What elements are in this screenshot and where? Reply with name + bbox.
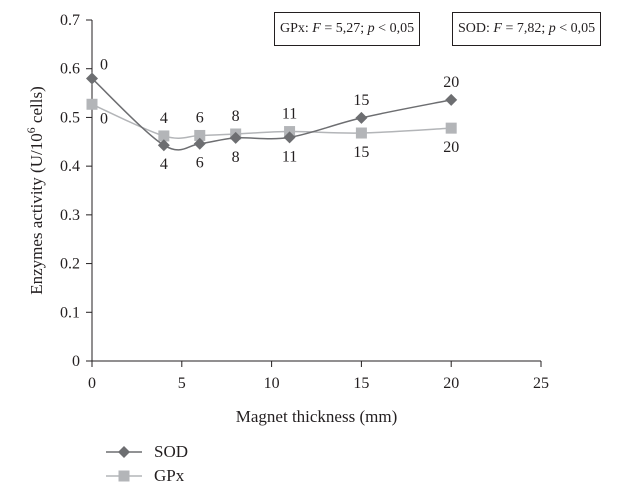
y-axis-title-prefix: Enzymes activity (U/10 [27, 133, 46, 294]
sod-point-label: 0 [100, 56, 108, 73]
gpx-point-label: 0 [100, 110, 108, 127]
gpx-f-value: 5,27 [335, 21, 361, 36]
sod-point-label: 4 [160, 156, 168, 173]
sod-point-label: 6 [196, 155, 204, 172]
sod-legend-marker [106, 446, 142, 458]
x-tick-label: 10 [264, 375, 280, 392]
sod-point-label: 11 [282, 148, 297, 165]
y-tick-label: 0.5 [60, 109, 80, 126]
sod-point [229, 131, 242, 144]
gpx-stat-name: GPx [280, 21, 305, 36]
gpx-point [194, 129, 206, 141]
gpx-point [86, 98, 98, 110]
gpx-point-label: 11 [282, 106, 297, 123]
gpx-point [158, 130, 170, 142]
sod-point [86, 72, 98, 85]
gpx-line [91, 103, 452, 139]
sod-f-value: 7,82 [516, 21, 542, 36]
sod-stat-name: SOD [458, 21, 487, 36]
x-axis-title: Magnet thickness (mm) [236, 407, 397, 426]
gpx-point-label: 8 [232, 108, 240, 125]
y-axis-title-exponent: 6 [24, 127, 38, 133]
sod-line [91, 77, 452, 151]
x-tick-label: 20 [443, 375, 459, 392]
gpx-point [445, 122, 457, 134]
sod-point [157, 139, 170, 152]
x-tick-label: 15 [353, 375, 369, 392]
sod-point [445, 93, 458, 106]
legend-item-sod: SOD [104, 440, 188, 464]
x-tick-label: 0 [88, 375, 96, 392]
x-tick-label: 5 [178, 375, 186, 392]
y-axis-title: Enzymes activity (U/106 cells) [24, 86, 46, 295]
gpx-p-value: 0,05 [389, 21, 415, 36]
gpx-point [355, 127, 367, 139]
y-tick-label: 0.6 [60, 61, 80, 78]
sod-point-label: 20 [443, 74, 459, 91]
sod-point [355, 111, 368, 124]
series-sod: 0 4 6 8 11 15 20 [86, 56, 459, 173]
series-gpx: 0 4 6 8 11 15 20 [86, 98, 459, 161]
y-tick-label: 0.3 [60, 207, 80, 224]
legend-item-gpx: GPx [104, 464, 188, 488]
x-tick-label: 25 [533, 375, 549, 392]
y-tick-label: 0.2 [60, 256, 80, 273]
gpx-point-label: 4 [160, 110, 168, 127]
legend-label-gpx: GPx [154, 466, 185, 485]
legend-label-sod: SOD [154, 442, 189, 461]
sod-point [193, 137, 206, 150]
y-tick-label: 0.4 [60, 158, 80, 175]
gpx-legend-marker [106, 470, 142, 482]
y-tick-label: 0.1 [60, 304, 80, 321]
sod-point-label: 15 [353, 92, 369, 109]
y-axis-title-suffix: cells) [27, 86, 46, 127]
chart-legend: SOD GPx [104, 440, 188, 488]
sod-point [283, 131, 296, 144]
gpx-statistics-box: GPx: F = 5,27; p < 0,05 [274, 12, 421, 46]
gpx-point-label: 20 [443, 139, 459, 156]
y-tick-label: 0.7 [60, 12, 80, 29]
gpx-point-label: 15 [353, 144, 369, 161]
sod-point-label: 8 [232, 149, 240, 166]
series-layer: 0 4 6 8 11 15 20 0 4 6 8 11 15 20 [86, 56, 459, 173]
sod-statistics-box: SOD: F = 7,82; p < 0,05 [452, 12, 602, 46]
chart-axes: 0 0.1 0.2 0.3 0.4 0.5 0.6 0.7 0 5 10 15 20 25 [60, 12, 549, 392]
y-tick-label: 0 [72, 353, 80, 370]
gpx-point-label: 6 [196, 109, 204, 126]
sod-p-value: 0,05 [570, 21, 596, 36]
